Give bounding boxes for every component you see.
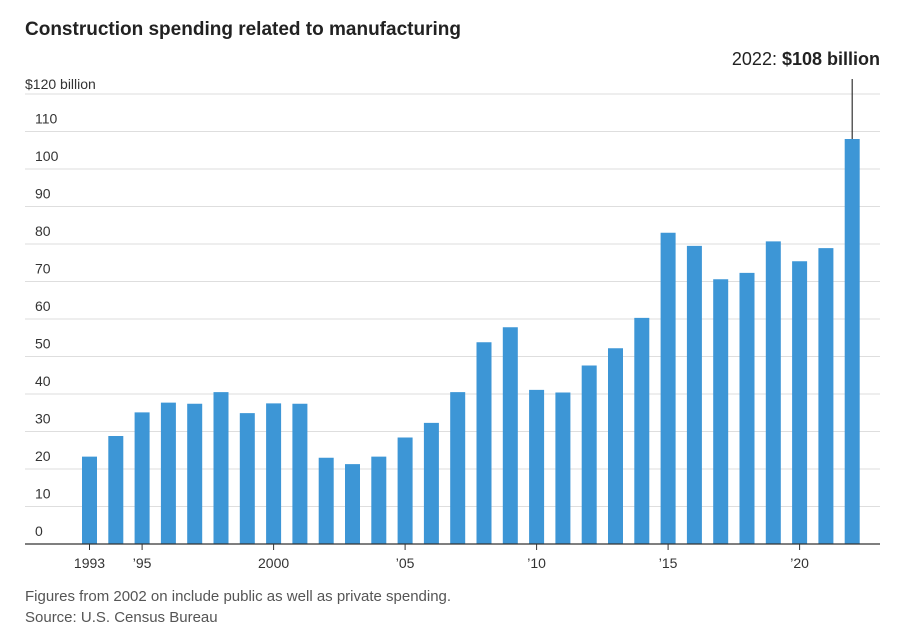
y-tick-label: 90: [35, 186, 51, 202]
annotation-prefix: 2022:: [731, 49, 782, 69]
bar-1995: [134, 412, 150, 544]
bar-2016: [686, 245, 702, 544]
bar-2012: [581, 365, 597, 544]
bar-2017: [713, 279, 729, 544]
annotation-value: $108 billion: [781, 49, 880, 69]
bar-1998: [213, 392, 229, 544]
bar-2008: [476, 342, 492, 544]
y-tick-label: 80: [35, 223, 51, 239]
x-tick-label: 2000: [258, 555, 289, 571]
bar-2020: [792, 261, 808, 544]
y-unit-label: $120 billion: [25, 76, 96, 92]
y-tick-label: 40: [35, 373, 51, 389]
bar-2010: [529, 389, 545, 544]
bar-2015: [660, 232, 676, 544]
x-tick-label: ’95: [133, 555, 152, 571]
bar-1993: [82, 456, 97, 544]
bar-2005: [397, 437, 413, 544]
x-tick-label: ’05: [396, 555, 415, 571]
bar-2013: [608, 348, 623, 544]
bar-2000: [266, 403, 282, 544]
bar-2006: [423, 422, 439, 544]
chart-title: Construction spending related to manufac…: [25, 19, 461, 40]
x-tick-label: 1993: [74, 555, 105, 571]
bar-2002: [318, 457, 334, 544]
y-tick-label: 0: [35, 523, 43, 539]
bar-1996: [160, 402, 176, 544]
y-tick-label: 10: [35, 486, 51, 502]
x-tick-label: ’15: [659, 555, 678, 571]
bar-1999: [239, 413, 255, 544]
bar-2019: [765, 241, 781, 544]
bar-2018: [739, 272, 755, 544]
bar-2009: [502, 327, 518, 544]
y-tick-label: 20: [35, 448, 51, 464]
source-line: Source: U.S. Census Bureau: [25, 609, 218, 626]
y-tick-label: 60: [35, 298, 51, 314]
y-tick-label: 30: [35, 411, 51, 427]
bar-2007: [450, 392, 466, 544]
annotation-callout: 2022: $108 billion: [732, 49, 880, 70]
x-tick-label: ’20: [790, 555, 809, 571]
bar-2021: [818, 248, 834, 544]
bar-1997: [187, 403, 203, 544]
x-tick-label: ’10: [527, 555, 546, 571]
bar-2014: [634, 317, 650, 544]
y-tick-label: 110: [35, 111, 58, 127]
y-tick-label: 70: [35, 261, 51, 277]
y-tick-label: 100: [35, 148, 59, 164]
bar-2022: [844, 139, 860, 544]
footnote: Figures from 2002 on include public as w…: [25, 588, 452, 605]
bar-2011: [555, 392, 571, 544]
bar-2004: [371, 456, 387, 544]
bar-2001: [292, 403, 308, 544]
y-tick-label: 50: [35, 336, 51, 352]
bar-2003: [345, 464, 360, 544]
bar-1994: [108, 436, 124, 544]
bar-chart: 0 10 20 30 40 50 60 70 80 90 100 110 $120 billion 199…: [25, 76, 880, 571]
